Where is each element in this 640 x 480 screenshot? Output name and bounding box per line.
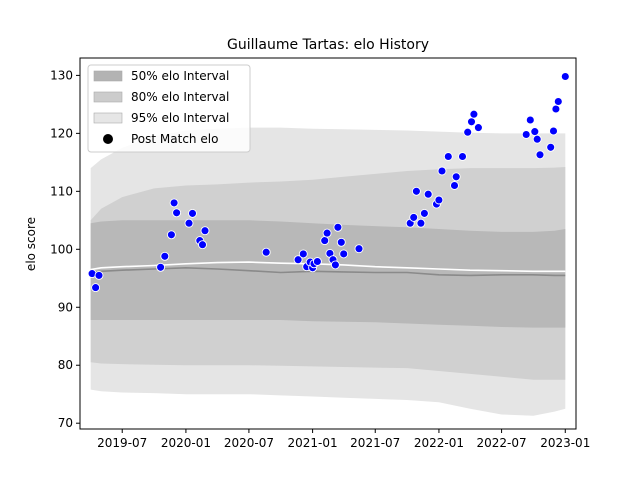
post-match-point <box>322 228 332 238</box>
post-match-point <box>354 244 364 254</box>
post-match-points <box>87 72 570 293</box>
post-match-point <box>169 198 179 208</box>
post-match-point <box>198 240 207 250</box>
post-match-point <box>463 127 473 137</box>
post-match-point <box>553 97 563 106</box>
legend-label: Post Match elo <box>131 132 218 146</box>
post-match-point <box>560 72 570 81</box>
post-match-point <box>330 260 340 270</box>
post-match-point <box>166 230 176 240</box>
post-match-point <box>437 166 447 176</box>
band-50-percent <box>90 220 566 328</box>
post-match-point <box>156 262 166 272</box>
post-match-point <box>172 208 182 218</box>
post-match-point <box>450 181 459 190</box>
x-tick-label: 2021-01 <box>288 436 338 450</box>
chart-title: Guillaume Tartas: elo History <box>227 37 429 53</box>
post-match-point <box>339 249 349 259</box>
plot-frame <box>79 57 577 430</box>
post-match-point <box>91 283 101 293</box>
legend-marker <box>103 134 113 144</box>
post-match-point <box>200 226 210 236</box>
post-match-point <box>333 222 343 232</box>
post-match-point <box>443 152 453 161</box>
post-match-point <box>261 247 271 257</box>
x-tick-label: 2022-07 <box>477 436 527 450</box>
post-match-point <box>188 208 197 218</box>
post-match-point <box>549 126 558 136</box>
post-match-point <box>336 237 346 247</box>
post-match-point <box>551 104 561 114</box>
x-tick-label: 2020-01 <box>161 436 211 450</box>
y-tick-label: 80 <box>58 358 73 372</box>
post-match-point <box>320 236 330 246</box>
post-match-point <box>458 152 467 161</box>
y-tick-label: 130 <box>50 68 73 82</box>
post-match-point <box>293 255 303 265</box>
post-match-point <box>298 249 308 259</box>
y-tick-label: 120 <box>50 126 73 140</box>
post-match-point <box>521 130 531 139</box>
post-match-point <box>419 208 429 218</box>
post-match-point <box>525 115 535 125</box>
x-tick-label: 2019-07 <box>97 436 147 450</box>
post-match-point <box>409 212 419 222</box>
legend-box <box>87 64 251 153</box>
post-match-point <box>94 270 104 280</box>
median-line <box>90 266 566 277</box>
y-axis-label: elo score <box>24 217 38 271</box>
post-match-point <box>312 257 322 266</box>
post-match-point <box>530 127 540 137</box>
legend-label: 95% elo Interval <box>131 111 229 125</box>
x-tick-label: 2021-07 <box>350 436 400 450</box>
post-match-point <box>473 123 483 133</box>
post-match-point <box>434 195 444 205</box>
post-match-point <box>411 186 421 196</box>
post-match-point <box>532 134 542 144</box>
post-match-point <box>451 172 461 182</box>
x-axis-ticks: 2019-07 2020-01 2020-07 2021-01 2021-07 2022-… <box>97 429 590 450</box>
y-tick-label: 110 <box>50 184 73 198</box>
legend-swatch <box>93 112 123 124</box>
post-match-point <box>160 251 170 261</box>
post-match-point <box>546 142 556 152</box>
mean-line <box>90 261 566 273</box>
y-tick-label: 70 <box>58 416 73 430</box>
legend: 50% elo Interval 80% elo Interval 95% elo … <box>87 64 251 153</box>
post-match-point <box>423 189 433 199</box>
y-tick-label: 100 <box>50 242 73 256</box>
x-tick-label: 2023-01 <box>540 436 590 450</box>
legend-swatch <box>93 70 123 82</box>
legend-swatch <box>93 91 123 103</box>
y-tick-label: 90 <box>58 300 73 314</box>
legend-label: 80% elo Interval <box>131 90 229 104</box>
trend-lines <box>90 261 566 277</box>
post-match-point <box>535 150 545 160</box>
y-axis-ticks: 70 80 90 100 110 120 130 <box>50 68 80 430</box>
x-tick-label: 2022-01 <box>414 436 464 450</box>
post-match-point <box>184 218 194 228</box>
post-match-point <box>467 117 476 127</box>
post-match-point <box>469 109 479 119</box>
x-tick-label: 2020-07 <box>224 436 274 450</box>
legend-label: 50% elo Interval <box>131 69 229 83</box>
post-match-point <box>416 218 426 228</box>
